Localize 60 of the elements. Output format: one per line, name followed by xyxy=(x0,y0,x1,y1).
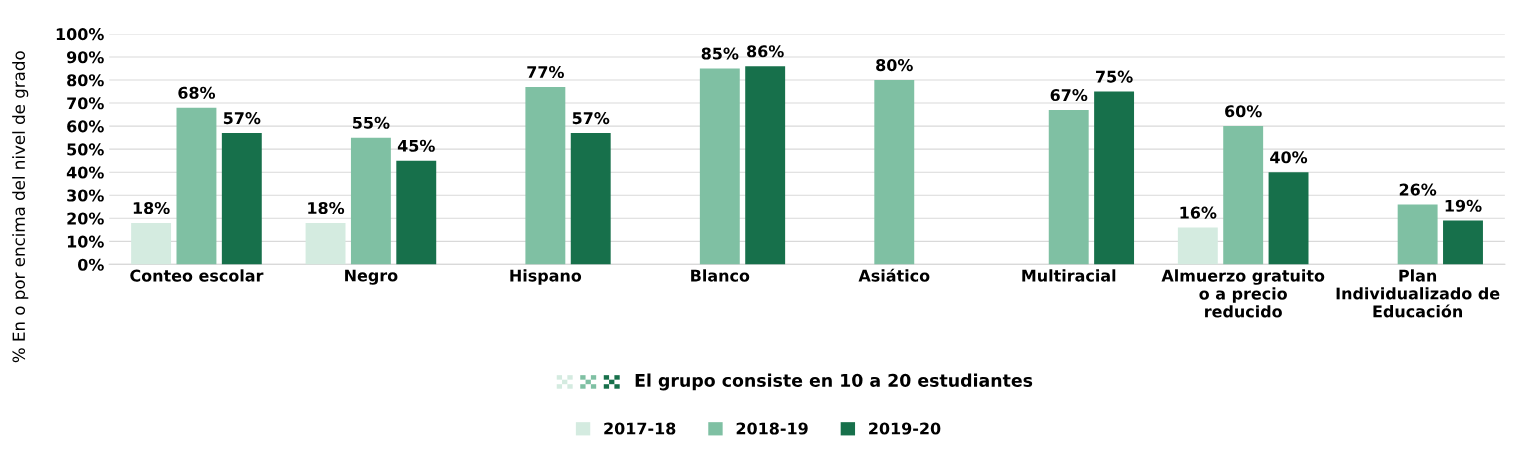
bar xyxy=(305,222,346,265)
data-label: 40% xyxy=(1270,151,1308,164)
bar xyxy=(221,133,262,265)
data-label: 75% xyxy=(1096,70,1133,83)
data-label: 18% xyxy=(308,201,345,215)
x-tick-label: Hispano xyxy=(510,269,582,285)
y-tick-label: 40% xyxy=(66,166,104,179)
legend-label: 2018-19 xyxy=(736,422,808,435)
data-label: 18% xyxy=(133,201,170,215)
data-label: 85% xyxy=(701,47,739,60)
bar xyxy=(1443,220,1483,265)
y-tick-label: 100% xyxy=(56,28,104,41)
data-label: 60% xyxy=(1225,105,1262,118)
bar xyxy=(570,133,611,265)
x-tick-label: Plan Individualizado de Educación xyxy=(1336,269,1500,318)
y-tick-label: 10% xyxy=(67,235,104,248)
bar xyxy=(396,160,437,265)
bar xyxy=(745,66,786,265)
y-tick-label: 50% xyxy=(67,143,104,156)
data-label: 55% xyxy=(353,116,390,129)
data-label: 26% xyxy=(1399,183,1437,196)
y-tick-label: 70% xyxy=(67,97,104,110)
bar xyxy=(1268,172,1309,265)
bar xyxy=(1177,227,1218,265)
data-label: 19% xyxy=(1445,199,1482,212)
bar xyxy=(350,137,391,265)
data-label: 68% xyxy=(178,86,216,99)
y-tick-label: 0% xyxy=(78,258,104,271)
x-tick-label: Blanco xyxy=(691,269,750,282)
y-tick-label: 90% xyxy=(66,51,104,64)
y-axis-title: % En o por encima del nivel de grado xyxy=(12,51,29,363)
data-label: 80% xyxy=(876,59,913,72)
x-tick-label: Multiracial xyxy=(1022,269,1116,282)
bar xyxy=(1094,91,1135,265)
data-label: 57% xyxy=(572,112,610,125)
data-label: 67% xyxy=(1050,89,1088,102)
y-tick-label: 60% xyxy=(67,120,104,133)
bar xyxy=(1048,109,1089,265)
bar xyxy=(1223,126,1264,265)
bar xyxy=(1397,204,1438,265)
x-tick-label: Asiático xyxy=(858,268,930,282)
x-tick-label: Almuerzo gratuito o a precio reducido xyxy=(1161,269,1325,318)
data-label: 45% xyxy=(397,139,435,152)
bar xyxy=(699,68,740,265)
legend-label: 2017-18 xyxy=(604,422,676,435)
y-tick-label: 30% xyxy=(67,189,104,202)
legend-label: 2019-20 xyxy=(869,422,941,435)
data-label: 77% xyxy=(527,65,564,79)
y-tick-label: 20% xyxy=(67,212,104,225)
x-tick-label: Conteo escolar xyxy=(130,269,264,282)
bar xyxy=(525,86,566,265)
bar xyxy=(874,80,915,265)
data-label: 57% xyxy=(223,112,261,125)
data-label: 16% xyxy=(1180,206,1217,219)
x-tick-label: Negro xyxy=(345,269,398,285)
data-label: 86% xyxy=(747,45,784,58)
y-tick-label: 80% xyxy=(67,74,104,87)
bar xyxy=(176,107,217,265)
text: El grupo consiste en 10 a 20 estudiantes xyxy=(635,373,1033,391)
bar xyxy=(131,222,172,265)
